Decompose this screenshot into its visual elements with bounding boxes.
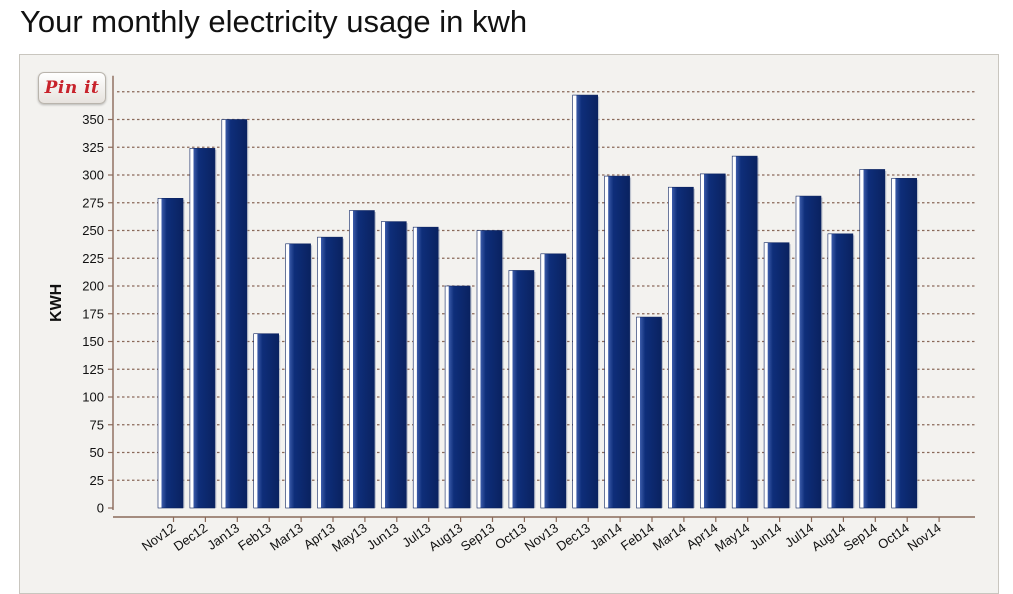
bar-jun14 [763, 242, 790, 509]
y-tick-label: 325 [82, 140, 104, 155]
bar-dec13 [572, 94, 599, 509]
bar-apr13 [317, 236, 343, 509]
x-tick-label-jan13: Jan13 [204, 520, 242, 553]
y-tick-label: 175 [82, 306, 104, 321]
bar-nov13 [540, 253, 567, 509]
x-tick-label-nov12: Nov12 [139, 520, 178, 554]
bar-jan14 [604, 175, 630, 509]
bar-oct13 [508, 270, 535, 509]
x-tick-label-nov14: Nov14 [904, 520, 943, 554]
bar-nov12 [157, 198, 184, 509]
x-tick-label-jan14: Jan14 [587, 520, 625, 553]
y-axis-label: KWH [48, 284, 65, 322]
y-tick-label: 250 [82, 223, 104, 238]
x-tick-label-dec12: Dec12 [171, 520, 210, 554]
y-tick-label: 225 [82, 251, 104, 266]
y-tick-label: 50 [90, 445, 104, 460]
bar-apr14 [699, 173, 726, 509]
y-tick-label: 100 [82, 390, 104, 405]
pin-it-label: Pin it [44, 78, 100, 98]
pin-it-button[interactable]: Pin it [38, 72, 106, 104]
x-tick-label-sep13: Sep13 [458, 520, 497, 554]
bar-may14 [731, 155, 758, 509]
x-tick-label-may13: May13 [329, 520, 370, 555]
y-tick-label: 200 [82, 279, 104, 294]
bar-may13 [349, 210, 375, 509]
page-title: Your monthly electricity usage in kwh [20, 4, 528, 39]
x-tick-label-feb13: Feb13 [235, 520, 274, 553]
x-tick-label-may14: May14 [712, 520, 753, 555]
bar-mar14 [668, 186, 694, 509]
bar-sep14 [859, 169, 886, 509]
x-tick-label-oct14: Oct14 [875, 520, 912, 552]
x-tick-label-oct13: Oct13 [492, 520, 529, 552]
y-tick-label: 0 [97, 501, 104, 516]
bar-dec12 [189, 148, 216, 509]
x-tick-label-jun13: Jun13 [364, 520, 402, 553]
y-tick-label: 25 [90, 473, 104, 488]
bar-jul14 [795, 195, 822, 509]
y-tick-label: 275 [82, 195, 104, 210]
y-tick-label: 350 [82, 112, 104, 127]
bar-jul13 [412, 226, 439, 509]
y-tick-label: 125 [82, 362, 104, 377]
bar-feb14 [636, 316, 662, 509]
bar-aug14 [827, 233, 854, 509]
bar-aug13 [444, 285, 471, 509]
bar-mar13 [285, 243, 311, 509]
x-tick-label-aug13: Aug13 [426, 520, 465, 554]
y-tick-label: 75 [90, 417, 104, 432]
y-tick-label: 150 [82, 334, 104, 349]
x-tick-label-dec13: Dec13 [554, 520, 593, 554]
bar-chart: 0 25 50 75 100 125 150 175 200 225 250 275 300 325 350… [48, 75, 975, 555]
x-tick-label-nov13: Nov13 [522, 520, 561, 554]
x-tick-label-mar14: Mar14 [650, 520, 689, 553]
bar-oct14 [891, 178, 918, 509]
bar-sep13 [476, 230, 503, 509]
x-tick-label-jun14: Jun14 [747, 520, 785, 553]
bar-jun13 [380, 221, 407, 509]
x-tick-label-mar13: Mar13 [267, 520, 306, 553]
bar-feb13 [253, 333, 279, 509]
bar-jan13 [221, 119, 248, 509]
y-tick-label: 300 [82, 168, 104, 183]
x-tick-label-feb14: Feb14 [618, 520, 657, 553]
x-tick-label-aug14: Aug14 [809, 520, 848, 554]
x-tick-label-sep14: Sep14 [841, 520, 880, 554]
